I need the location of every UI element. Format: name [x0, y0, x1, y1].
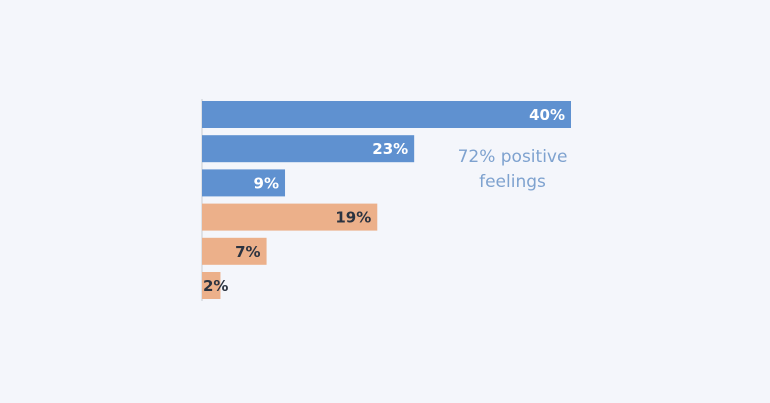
value-label: 7%: [235, 243, 260, 261]
value-label: 23%: [372, 140, 408, 158]
value-label: 2%: [203, 277, 228, 295]
bar: [202, 169, 286, 197]
bar: [202, 101, 571, 128]
bar: [202, 135, 415, 163]
bar: [202, 237, 267, 265]
annotation: 72% positive feelings: [457, 147, 568, 192]
bar: [202, 203, 378, 231]
bar: [202, 272, 221, 299]
value-label: 40%: [529, 106, 565, 124]
value-label: 9%: [254, 174, 279, 192]
value-label: 19%: [335, 209, 371, 227]
